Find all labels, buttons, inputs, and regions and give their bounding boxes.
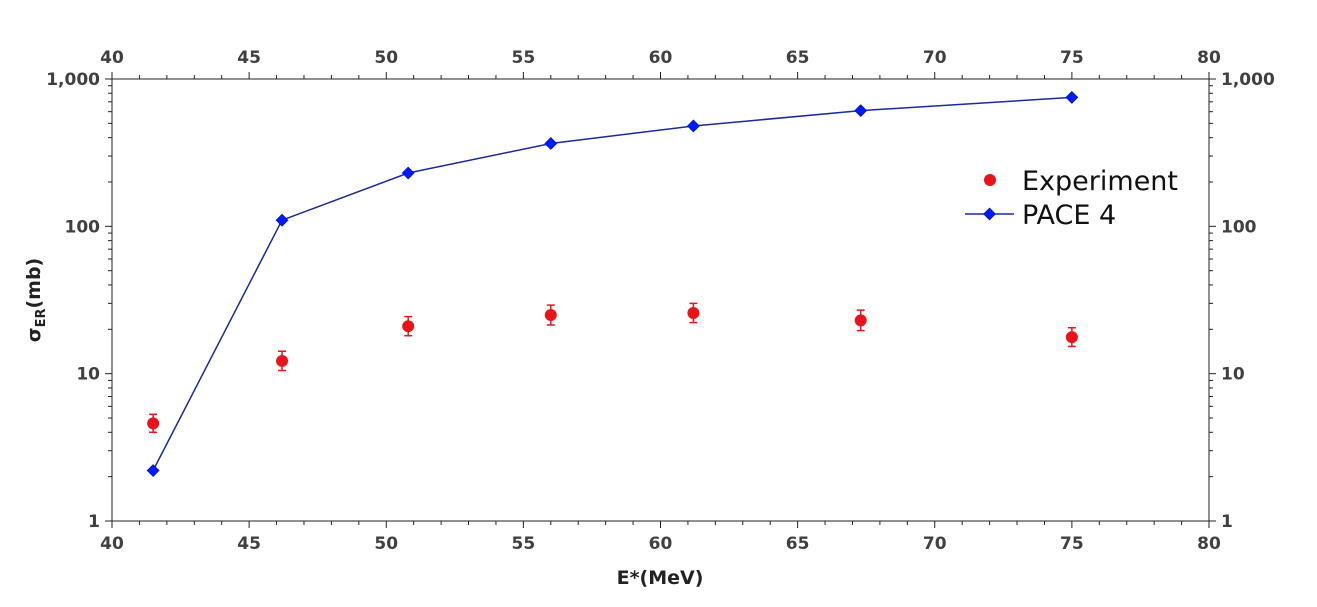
experiment-point bbox=[544, 309, 557, 322]
experiment-point bbox=[854, 314, 867, 327]
x-axis-title: E*(MeV) bbox=[617, 567, 704, 589]
y-axis-title-subscript: ER bbox=[34, 309, 49, 328]
pace4-point bbox=[544, 137, 558, 150]
y-axis-right: 1 10 100 1,000 bbox=[1209, 70, 1275, 532]
x-tick-label-bottom: 55 bbox=[512, 534, 536, 554]
x-tick-label-bottom: 65 bbox=[786, 534, 810, 554]
x-tick-label-top: 75 bbox=[1060, 48, 1084, 68]
legend-pace4-label: PACE 4 bbox=[1022, 200, 1116, 231]
x-axis-bottom: 40 45 50 55 60 65 70 75 80 bbox=[100, 521, 1221, 554]
y-tick-label-right: 100 bbox=[1221, 217, 1257, 237]
x-tick-label-top: 70 bbox=[923, 48, 947, 68]
x-tick-label-top: 45 bbox=[237, 48, 261, 68]
pace4-point bbox=[1065, 90, 1079, 104]
y-tick-label-left: 10 bbox=[76, 365, 100, 385]
pace4-point bbox=[854, 104, 868, 118]
experiment-point bbox=[1065, 331, 1078, 344]
y-tick-label-right: 1,000 bbox=[1221, 70, 1275, 90]
y-tick-label-left: 1 bbox=[88, 512, 100, 532]
x-tick-label-top: 50 bbox=[374, 48, 398, 68]
legend-pace4-marker bbox=[983, 207, 996, 221]
pace4-line bbox=[152, 96, 1072, 471]
y-axis-title: σER(mb) bbox=[23, 258, 49, 342]
x-tick-label-bottom: 45 bbox=[237, 534, 261, 554]
pace4-point bbox=[401, 166, 415, 180]
experiment-point bbox=[687, 307, 700, 320]
experiment-point bbox=[402, 320, 415, 333]
x-tick-label-top: 60 bbox=[649, 48, 673, 68]
plot-frame bbox=[111, 78, 1210, 522]
x-tick-label-bottom: 75 bbox=[1060, 534, 1084, 554]
y-tick-label-left: 100 bbox=[65, 217, 101, 237]
y-tick-label-right: 1 bbox=[1221, 512, 1233, 532]
x-tick-label-top: 40 bbox=[100, 48, 124, 68]
y-tick-label-left: 1,000 bbox=[46, 70, 100, 90]
x-tick-label-bottom: 60 bbox=[649, 534, 673, 554]
x-tick-label-bottom: 50 bbox=[374, 534, 398, 554]
experiment-point bbox=[276, 354, 289, 367]
x-tick-label-top: 55 bbox=[512, 48, 536, 68]
legend-experiment-marker bbox=[984, 174, 996, 186]
x-tick-label-top: 65 bbox=[786, 48, 810, 68]
y-axis-left: 1 10 100 1,000 bbox=[46, 70, 112, 532]
x-axis-top: 40 45 50 55 60 65 70 75 80 bbox=[100, 48, 1221, 79]
series-experiment bbox=[147, 302, 1078, 434]
y-axis-title-symbol: σ bbox=[23, 327, 45, 342]
experiment-point bbox=[147, 417, 160, 430]
x-tick-label-bottom: 70 bbox=[923, 534, 947, 554]
series-pace4 bbox=[146, 90, 1079, 477]
legend: Experiment PACE 4 bbox=[965, 166, 1178, 231]
pace4-point bbox=[275, 213, 289, 227]
x-tick-label-bottom: 80 bbox=[1197, 534, 1221, 554]
x-tick-label-top: 80 bbox=[1197, 48, 1221, 68]
pace4-point bbox=[686, 119, 700, 133]
y-tick-label-right: 10 bbox=[1221, 365, 1245, 385]
legend-experiment-label: Experiment bbox=[1022, 166, 1178, 197]
pace4-point bbox=[146, 464, 160, 477]
y-axis-title-unit: (mb) bbox=[23, 258, 45, 309]
x-tick-label-bottom: 40 bbox=[100, 534, 124, 554]
